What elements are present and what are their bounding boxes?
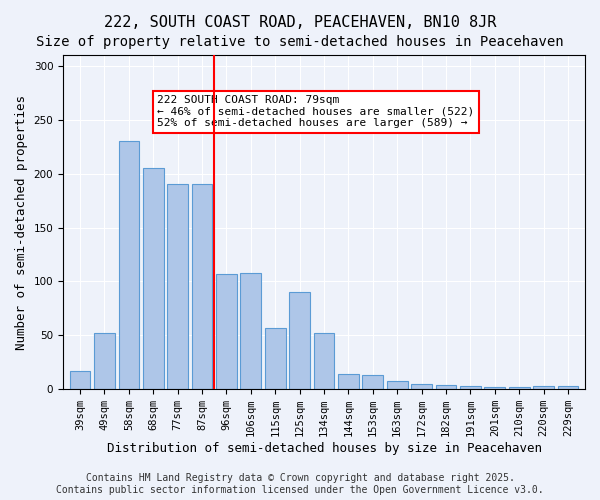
Y-axis label: Number of semi-detached properties: Number of semi-detached properties [15, 94, 28, 350]
Bar [509, 387, 530, 389]
Bar [289, 292, 310, 389]
Text: 222 SOUTH COAST ROAD: 79sqm
← 46% of semi-detached houses are smaller (522)
52% : 222 SOUTH COAST ROAD: 79sqm ← 46% of sem… [157, 95, 474, 128]
Bar [191, 184, 212, 389]
Bar [387, 380, 407, 389]
Bar [167, 184, 188, 389]
Bar [143, 168, 164, 389]
Text: Size of property relative to semi-detached houses in Peacehaven: Size of property relative to semi-detach… [36, 35, 564, 49]
Bar [557, 386, 578, 389]
Bar [70, 371, 91, 389]
Bar [362, 375, 383, 389]
Bar [119, 142, 139, 389]
Bar [436, 385, 457, 389]
Bar [265, 328, 286, 389]
Bar [94, 333, 115, 389]
Text: Contains HM Land Registry data © Crown copyright and database right 2025.
Contai: Contains HM Land Registry data © Crown c… [56, 474, 544, 495]
Bar [338, 374, 359, 389]
Bar [533, 386, 554, 389]
X-axis label: Distribution of semi-detached houses by size in Peacehaven: Distribution of semi-detached houses by … [107, 442, 542, 455]
Bar [314, 333, 334, 389]
Bar [460, 386, 481, 389]
Bar [241, 273, 261, 389]
Bar [484, 387, 505, 389]
Bar [216, 274, 237, 389]
Bar [411, 384, 432, 389]
Text: 222, SOUTH COAST ROAD, PEACEHAVEN, BN10 8JR: 222, SOUTH COAST ROAD, PEACEHAVEN, BN10 … [104, 15, 496, 30]
